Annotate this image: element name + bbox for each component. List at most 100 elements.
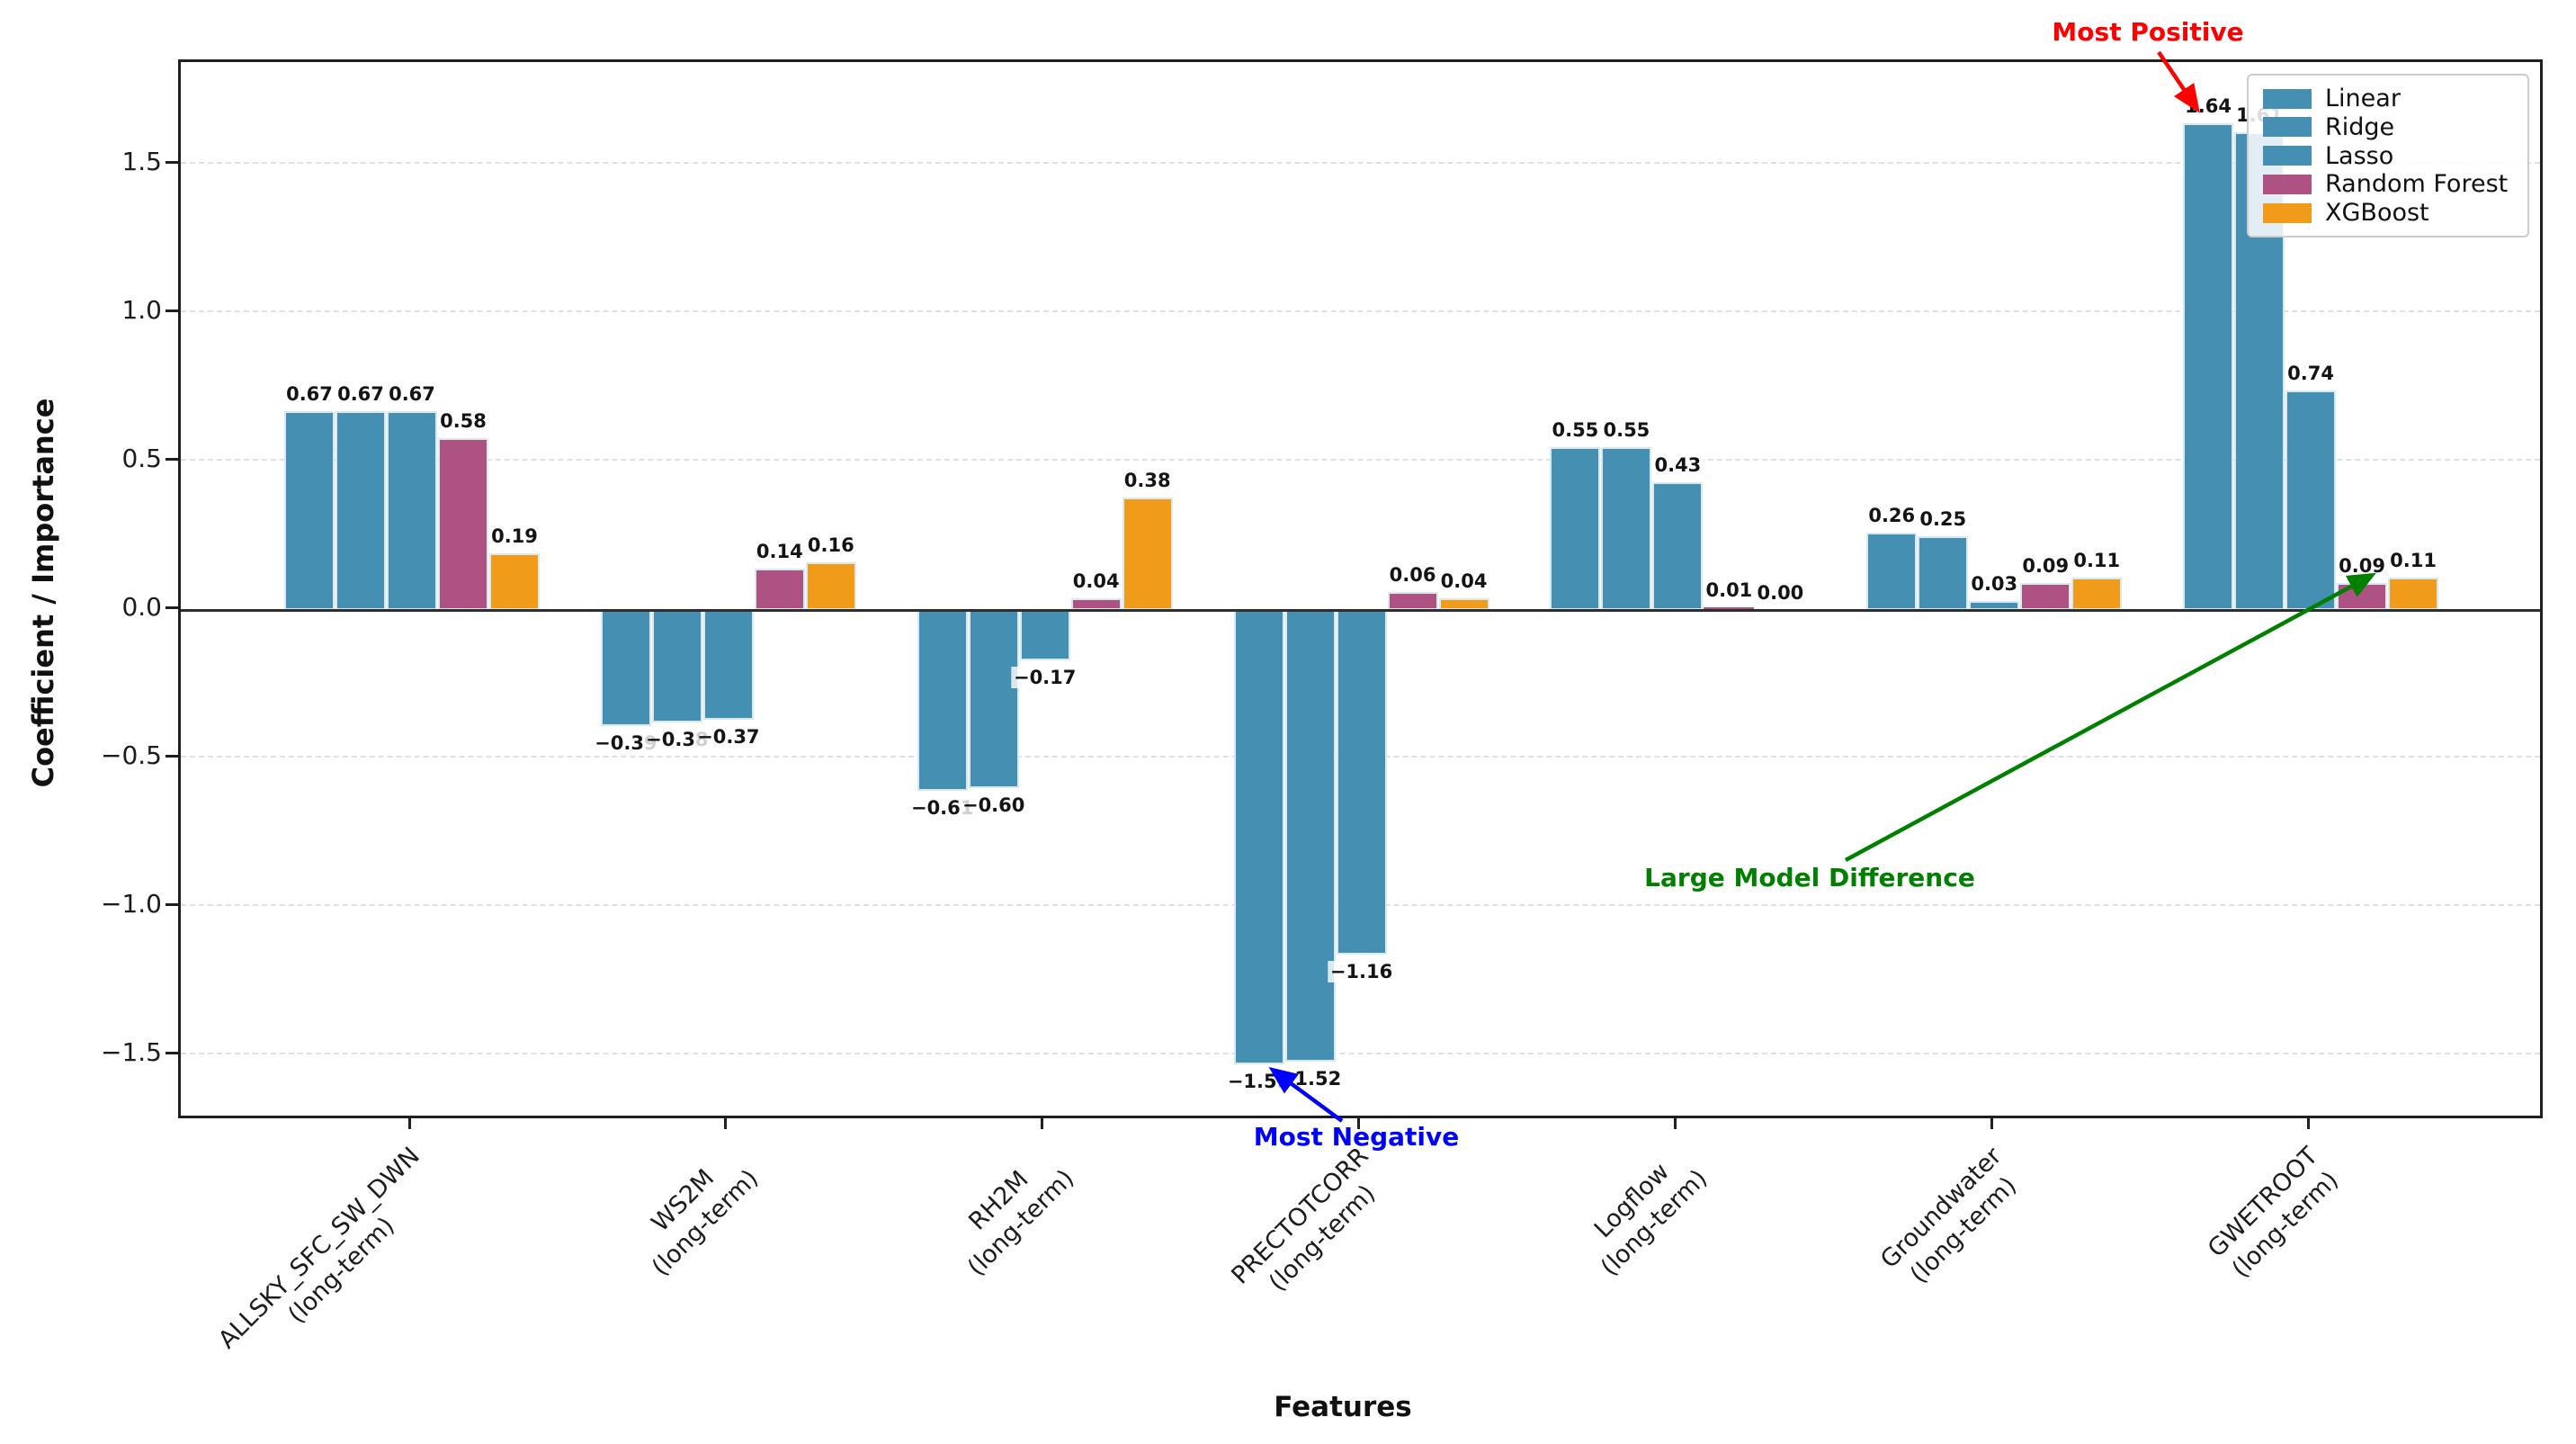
bar-random-forest-prectotcorr bbox=[1387, 592, 1438, 610]
bar-value-label: 0.11 bbox=[2071, 549, 2124, 571]
x-tick-label-text: RH2M (long-term) bbox=[962, 1164, 1080, 1282]
legend-swatch bbox=[2263, 88, 2312, 109]
bar-value-label: 0.09 bbox=[2336, 555, 2389, 578]
bar-value-label: 0.74 bbox=[2285, 362, 2338, 384]
bar-lasso-logflow bbox=[1652, 482, 1704, 610]
x-tick-mark bbox=[1041, 1118, 1044, 1129]
legend-swatch bbox=[2263, 117, 2312, 138]
bar-value-label: 0.25 bbox=[1917, 507, 1970, 530]
bar-value-label: −0.37 bbox=[694, 726, 763, 749]
x-tick-mark bbox=[1673, 1118, 1677, 1129]
most-positive-annotation: Most Positive bbox=[2052, 17, 2244, 47]
x-tick-label-text: ALLSKY_SFC_SW_DWN (long-term) bbox=[212, 1142, 425, 1355]
y-tick-label: 1.0 bbox=[121, 295, 162, 325]
x-tick-mark bbox=[407, 1118, 411, 1129]
bar-xgboost-groundwater bbox=[2071, 577, 2123, 610]
bar-value-label: 0.09 bbox=[2019, 555, 2072, 578]
bar-value-label: 0.00 bbox=[1754, 581, 1807, 604]
y-tick-label: 0.0 bbox=[121, 592, 162, 622]
bar-ridge-prectotcorr bbox=[1284, 610, 1336, 1062]
x-tick-label-text: Logflow (long-term) bbox=[1588, 1157, 1713, 1282]
legend-item-ridge: Ridge bbox=[2263, 114, 2513, 140]
x-tick-mark bbox=[1990, 1118, 1993, 1129]
bar-value-label: 0.11 bbox=[2387, 549, 2440, 571]
bar-xgboost-gwetroot bbox=[2388, 577, 2439, 610]
bar-linear-rh2m bbox=[917, 610, 968, 792]
y-tick-mark bbox=[165, 1051, 178, 1054]
bar-linear-allsky-sfc-sw-dwn bbox=[284, 410, 335, 610]
bar-value-label: 0.14 bbox=[753, 540, 806, 562]
bar-value-label: 0.67 bbox=[283, 382, 335, 405]
bar-value-label: 1.64 bbox=[2182, 94, 2235, 117]
bar-xgboost-allsky-sfc-sw-dwn bbox=[489, 553, 540, 610]
bar-value-label: 0.55 bbox=[1600, 418, 1653, 441]
most-negative-annotation: Most Negative bbox=[1253, 1122, 1460, 1152]
y-tick-mark bbox=[165, 309, 178, 312]
bar-ridge-logflow bbox=[1601, 446, 1652, 610]
bar-lasso-prectotcorr bbox=[1336, 610, 1387, 955]
bar-random-forest-gwetroot bbox=[2337, 583, 2388, 610]
gridline bbox=[181, 310, 2540, 312]
bar-value-label: 0.19 bbox=[488, 525, 541, 548]
legend-label: Ridge bbox=[2325, 112, 2395, 141]
bar-value-label: −0.17 bbox=[1010, 667, 1079, 689]
legend-item-random-forest: Random Forest bbox=[2263, 171, 2513, 197]
bar-ridge-groundwater bbox=[1918, 535, 1969, 610]
x-tick-mark bbox=[1357, 1118, 1361, 1129]
bar-value-label: 0.38 bbox=[1121, 469, 1174, 491]
bar-xgboost-rh2m bbox=[1122, 497, 1173, 610]
bar-random-forest-allsky-sfc-sw-dwn bbox=[438, 437, 488, 610]
bar-linear-logflow bbox=[1550, 446, 1601, 610]
y-tick-mark bbox=[165, 754, 178, 758]
bar-lasso-ws2m bbox=[702, 610, 754, 721]
y-tick-label: 1.5 bbox=[121, 147, 162, 176]
bar-value-label: 0.26 bbox=[1865, 505, 1919, 527]
x-tick-mark bbox=[724, 1118, 728, 1129]
y-tick-label: −0.5 bbox=[101, 740, 162, 770]
bar-value-label: −1.52 bbox=[1275, 1067, 1345, 1090]
bar-value-label: 0.43 bbox=[1651, 453, 1704, 477]
bar-linear-groundwater bbox=[1866, 533, 1918, 610]
y-tick-mark bbox=[165, 457, 178, 461]
bar-ridge-rh2m bbox=[968, 610, 1019, 788]
large-model-difference-annotation: Large Model Difference bbox=[1644, 863, 1975, 892]
y-tick-label: −1.0 bbox=[101, 889, 162, 919]
zero-axis-line bbox=[181, 608, 2540, 612]
legend-item-linear: Linear bbox=[2263, 85, 2513, 112]
x-tick-label-text: Groundwater (long-term) bbox=[1875, 1142, 2023, 1289]
bar-value-label: 0.58 bbox=[437, 409, 489, 432]
bar-value-label: −0.60 bbox=[959, 794, 1028, 817]
y-tick-mark bbox=[165, 160, 178, 164]
bar-random-forest-logflow bbox=[1704, 606, 1755, 610]
bar-value-label: 0.01 bbox=[1703, 578, 1756, 601]
y-tick-mark bbox=[165, 605, 178, 609]
bar-linear-ws2m bbox=[600, 610, 651, 726]
gridline bbox=[181, 459, 2540, 461]
bar-lasso-gwetroot bbox=[2285, 390, 2337, 610]
bar-xgboost-ws2m bbox=[805, 562, 856, 610]
bar-linear-prectotcorr bbox=[1233, 610, 1284, 1064]
legend-item-xgboost: XGBoost bbox=[2263, 200, 2513, 226]
bar-value-label: 0.16 bbox=[804, 534, 857, 557]
y-axis-title: Coefficient / Importance bbox=[26, 398, 60, 788]
legend-label: Lasso bbox=[2325, 141, 2394, 170]
bar-value-label: −1.16 bbox=[1327, 960, 1396, 982]
y-tick-mark bbox=[165, 902, 178, 906]
plot-area: 0.67 −0.39 −0.61 −1.53 0.55 0.26 1.64 0.67 −0.38… bbox=[178, 59, 2543, 1118]
bar-linear-gwetroot bbox=[2183, 122, 2234, 610]
y-tick-label: −1.5 bbox=[101, 1037, 162, 1067]
legend-label: Random Forest bbox=[2325, 170, 2509, 199]
x-axis-title: Features bbox=[1274, 1391, 1412, 1423]
x-tick-label-text: WS2M (long-term) bbox=[646, 1163, 764, 1282]
legend: Linear Ridge Lasso Random Forest XGBoost bbox=[2247, 74, 2529, 238]
bar-ridge-ws2m bbox=[651, 610, 702, 723]
bar-value-label: 0.06 bbox=[1386, 564, 1439, 587]
x-tick-label-text: GWETROOT (long-term) bbox=[2203, 1142, 2345, 1284]
gridline bbox=[181, 162, 2540, 164]
bar-value-label: 0.04 bbox=[1069, 570, 1123, 592]
gridline bbox=[181, 1053, 2540, 1054]
bar-ridge-allsky-sfc-sw-dwn bbox=[335, 410, 386, 610]
bar-value-label: 0.04 bbox=[1437, 570, 1490, 592]
legend-swatch bbox=[2263, 146, 2312, 166]
